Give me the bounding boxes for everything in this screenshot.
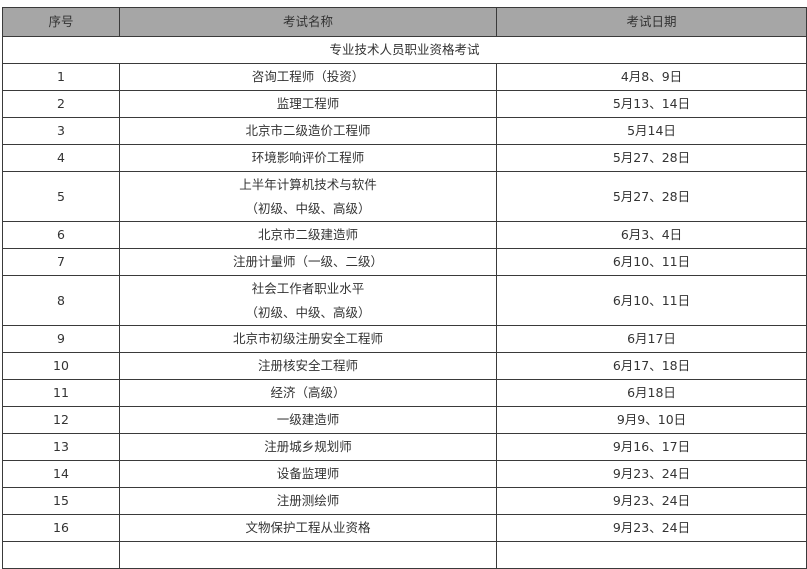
table-row: 4 环境影响评价工程师 5月27、28日 [2, 144, 807, 172]
row-number: 15 [2, 487, 120, 515]
exam-date: 4月8、9日 [496, 63, 807, 91]
table-row: 12 一级建造师 9月9、10日 [2, 406, 807, 434]
exam-name-line: 文物保护工程从业资格 [245, 520, 371, 535]
exam-name-line: 注册城乡规划师 [264, 439, 352, 454]
header-row: 序号 考试名称 考试日期 [2, 7, 807, 37]
exam-name: 一级建造师 [119, 406, 497, 434]
row-number: 12 [2, 406, 120, 434]
exam-name-line: 监理工程师 [276, 96, 340, 111]
header-exam-date: 考试日期 [496, 7, 807, 37]
empty-cell [2, 541, 120, 569]
exam-name: 环境影响评价工程师 [119, 144, 497, 172]
header-exam-name: 考试名称 [119, 7, 497, 37]
exam-name: 咨询工程师（投资） [119, 63, 497, 91]
row-number: 9 [2, 325, 120, 353]
exam-name: 北京市二级建造师 [119, 221, 497, 249]
exam-schedule-table: 序号 考试名称 考试日期 专业技术人员职业资格考试 1 咨询工程师（投资） 4月8、… [2, 7, 807, 569]
empty-cell [119, 541, 497, 569]
exam-name: 设备监理师 [119, 460, 497, 488]
exam-name: 注册核安全工程师 [119, 352, 497, 380]
row-number: 13 [2, 433, 120, 461]
exam-name-line: 上半年计算机技术与软件 [239, 176, 377, 192]
table-row: 3 北京市二级造价工程师 5月14日 [2, 117, 807, 145]
exam-name-line: 北京市二级造价工程师 [245, 123, 371, 138]
table-row: 5 上半年计算机技术与软件 （初级、中级、高级） 5月27、28日 [2, 171, 807, 222]
exam-name: 北京市初级注册安全工程师 [119, 325, 497, 353]
row-number: 14 [2, 460, 120, 488]
table-row: 1 咨询工程师（投资） 4月8、9日 [2, 63, 807, 91]
row-number: 7 [2, 248, 120, 276]
exam-name: 经济（高级） [119, 379, 497, 407]
exam-name-line: 设备监理师 [276, 466, 340, 481]
exam-name-line: 注册核安全工程师 [257, 358, 358, 373]
exam-name: 注册城乡规划师 [119, 433, 497, 461]
exam-date: 5月27、28日 [496, 171, 807, 222]
exam-name-line-2: （初级、中级、高级） [245, 200, 371, 216]
exam-date: 5月13、14日 [496, 90, 807, 118]
exam-date: 9月23、24日 [496, 460, 807, 488]
exam-name: 文物保护工程从业资格 [119, 514, 497, 542]
section-title: 专业技术人员职业资格考试 [2, 36, 807, 64]
row-number: 2 [2, 90, 120, 118]
row-number: 4 [2, 144, 120, 172]
table-row: 9 北京市初级注册安全工程师 6月17日 [2, 325, 807, 353]
exam-date: 9月9、10日 [496, 406, 807, 434]
exam-name: 社会工作者职业水平 （初级、中级、高级） [119, 275, 497, 326]
empty-cell [496, 541, 807, 569]
exam-name-line: 北京市二级建造师 [257, 227, 358, 242]
table-row: 7 注册计量师（一级、二级） 6月10、11日 [2, 248, 807, 276]
table-row: 13 注册城乡规划师 9月16、17日 [2, 433, 807, 461]
exam-date: 6月10、11日 [496, 275, 807, 326]
table-row: 14 设备监理师 9月23、24日 [2, 460, 807, 488]
row-number: 11 [2, 379, 120, 407]
exam-name-line: 一级建造师 [276, 412, 340, 427]
exam-name: 监理工程师 [119, 90, 497, 118]
exam-name: 上半年计算机技术与软件 （初级、中级、高级） [119, 171, 497, 222]
section-row: 专业技术人员职业资格考试 [2, 36, 807, 64]
exam-date: 5月27、28日 [496, 144, 807, 172]
header-number: 序号 [2, 7, 120, 37]
exam-date: 6月18日 [496, 379, 807, 407]
exam-name-line: 经济（高级） [270, 385, 346, 400]
exam-name-line: 环境影响评价工程师 [251, 150, 365, 165]
exam-date: 9月16、17日 [496, 433, 807, 461]
exam-name: 北京市二级造价工程师 [119, 117, 497, 145]
exam-name-line: 社会工作者职业水平 [251, 280, 365, 296]
table-row: 15 注册测绘师 9月23、24日 [2, 487, 807, 515]
table-row-partial [2, 541, 807, 569]
row-number: 3 [2, 117, 120, 145]
exam-name-line-2: （初级、中级、高级） [245, 304, 371, 320]
exam-name: 注册测绘师 [119, 487, 497, 515]
row-number: 1 [2, 63, 120, 91]
exam-name-line: 咨询工程师（投资） [251, 69, 365, 84]
exam-date: 9月23、24日 [496, 487, 807, 515]
exam-name-line: 注册计量师（一级、二级） [232, 254, 383, 269]
row-number: 6 [2, 221, 120, 249]
exam-name-line: 注册测绘师 [276, 493, 340, 508]
row-number: 8 [2, 275, 120, 326]
exam-date: 5月14日 [496, 117, 807, 145]
table-row: 10 注册核安全工程师 6月17、18日 [2, 352, 807, 380]
row-number: 5 [2, 171, 120, 222]
table-row: 2 监理工程师 5月13、14日 [2, 90, 807, 118]
table-row: 16 文物保护工程从业资格 9月23、24日 [2, 514, 807, 542]
exam-date: 6月17、18日 [496, 352, 807, 380]
exam-date: 6月10、11日 [496, 248, 807, 276]
row-number: 10 [2, 352, 120, 380]
exam-date: 9月23、24日 [496, 514, 807, 542]
table-row: 6 北京市二级建造师 6月3、4日 [2, 221, 807, 249]
exam-date: 6月3、4日 [496, 221, 807, 249]
exam-name-line: 北京市初级注册安全工程师 [232, 331, 383, 346]
exam-name: 注册计量师（一级、二级） [119, 248, 497, 276]
exam-date: 6月17日 [496, 325, 807, 353]
table-row: 8 社会工作者职业水平 （初级、中级、高级） 6月10、11日 [2, 275, 807, 326]
row-number: 16 [2, 514, 120, 542]
table-row: 11 经济（高级） 6月18日 [2, 379, 807, 407]
